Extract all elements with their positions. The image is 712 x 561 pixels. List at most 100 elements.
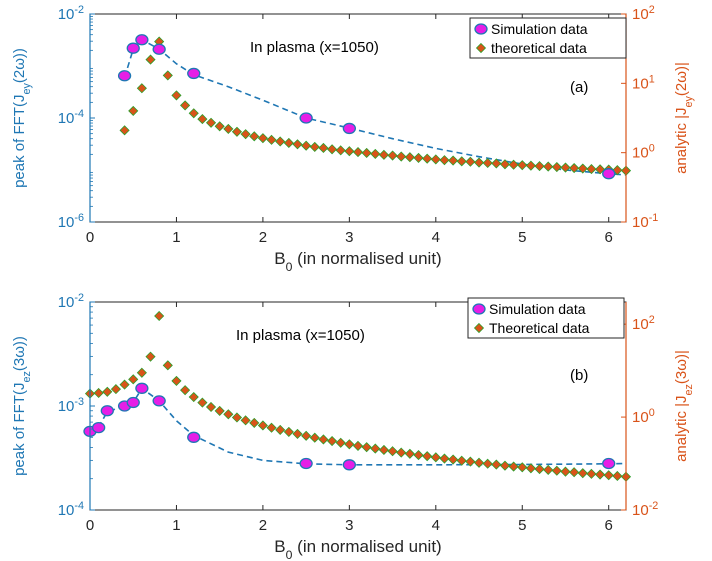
theoretical-point (154, 310, 165, 322)
x-tick-label: 5 (518, 517, 526, 534)
theoretical-point (370, 148, 381, 159)
theoretical-point (378, 444, 390, 456)
x-tick-label: 1 (172, 517, 180, 534)
y-left-tick-label: 10-2 (58, 4, 84, 23)
theoretical-point (525, 463, 536, 474)
theoretical-point (231, 126, 243, 137)
legend-marker-simulation (472, 303, 486, 315)
y-left-tick-label: 10-6 (58, 212, 84, 231)
simulation-markers-b (83, 382, 616, 471)
theoretical-point (344, 439, 355, 450)
theoretical-point (361, 147, 372, 159)
simulation-point (152, 395, 166, 407)
theoretical-point (335, 437, 346, 448)
theoretical-point (266, 134, 277, 145)
theoretical-point (283, 426, 294, 437)
x-tick-label: 2 (259, 517, 267, 534)
theoretical-point (128, 374, 139, 385)
simulation-point (602, 457, 616, 470)
legend-b: Simulation data Theoretical data (467, 297, 625, 339)
theoretical-point (551, 465, 562, 476)
y-right-tick-label: 10-1 (632, 212, 658, 231)
theoretical-point (534, 161, 545, 172)
x-tick-label: 3 (345, 229, 353, 246)
theoretical-point (491, 158, 502, 169)
theoretical-point (171, 90, 182, 101)
theoretical-point (430, 154, 441, 165)
legend-entry: Simulation data (489, 301, 586, 317)
panel-a: 0 1 2 3 4 5 6 B0 (in normalised unit) 10-6 10-4 10… (11, 4, 695, 274)
theoretical-point (404, 448, 415, 459)
theoretical-point (551, 161, 562, 173)
y-right-axis-label: analytic |Jey(2ω)| (673, 62, 695, 174)
theoretical-point (482, 458, 493, 469)
theoretical-point (396, 151, 407, 162)
theoretical-point (517, 462, 528, 473)
theoretical-point (162, 70, 173, 81)
theoretical-point (560, 162, 571, 173)
theoretical-point (543, 161, 554, 172)
simulation-point (126, 42, 140, 54)
x-tick-label: 0 (86, 517, 94, 534)
theoretical-point (448, 454, 459, 465)
theoretical-point (205, 401, 217, 413)
theoretical-point (214, 405, 225, 416)
panel-label-a: (a) (570, 79, 588, 96)
y-left-tick-label: 10-4 (58, 108, 84, 127)
theoretical-point (145, 351, 156, 362)
simulation-point (152, 43, 166, 55)
theoretical-point (257, 133, 268, 144)
y-left-axis-label: peak of FFT(Jey(2ω)) (11, 48, 33, 188)
theoretical-point (309, 432, 320, 443)
theoretical-point (430, 452, 441, 463)
theoretical-point (180, 100, 191, 111)
theoretical-point (499, 460, 511, 471)
theoretical-point (197, 397, 208, 408)
theoretical-point (162, 360, 173, 371)
simulation-point (91, 421, 106, 434)
theoretical-point (413, 152, 424, 163)
theoretical-point (361, 442, 372, 453)
theoretical-point (387, 150, 398, 161)
y-right-tick-label: 100 (632, 143, 655, 162)
theoretical-point (145, 54, 156, 65)
theoretical-point (301, 430, 312, 441)
theoretical-point (275, 424, 286, 435)
theoretical-point (465, 156, 476, 167)
simulation-point (135, 34, 149, 46)
theoretical-point (560, 466, 571, 477)
theoretical-point (594, 469, 606, 480)
simulation-markers-a (117, 34, 616, 180)
x-tick-label: 0 (86, 229, 94, 246)
theoretical-point (240, 129, 251, 140)
theoretical-point (257, 420, 268, 431)
simulation-point (187, 67, 201, 80)
theoretical-point (577, 163, 588, 174)
annotation-b: In plasma (x=1050) (236, 327, 365, 344)
y-left-tick-label: 10-2 (58, 292, 84, 311)
x-tick-label: 2 (259, 229, 267, 246)
x-tick-label: 4 (432, 517, 440, 534)
plot-area-b (89, 301, 627, 511)
legend-a: Simulation data theoretical data (469, 17, 627, 59)
theoretical-point (603, 470, 614, 481)
theoretical-point (309, 141, 320, 152)
x-axis-label: B0 (in normalised unit) (274, 249, 441, 274)
theoretical-point (128, 105, 139, 116)
axes-a: 0 1 2 3 4 5 6 B0 (in normalised unit) 10-6 10-4 10… (11, 4, 695, 274)
theoretical-point (413, 450, 424, 461)
theoretical-point (577, 468, 588, 479)
simulation-point (342, 459, 357, 471)
panel-label-b: (b) (570, 367, 588, 384)
legend-entry: theoretical data (491, 40, 587, 56)
annotation-a: In plasma (x=1050) (250, 39, 379, 56)
theoretical-point (378, 149, 390, 160)
theoretical-point (318, 434, 329, 445)
x-tick-label: 3 (345, 517, 353, 534)
y-left-tick-label: 10-4 (58, 500, 84, 519)
y-right-tick-label: 102 (632, 314, 655, 333)
theoretical-point (344, 146, 355, 157)
theoretical-point (456, 156, 467, 167)
x-tick-label: 6 (605, 229, 613, 246)
theoretical-point (205, 117, 217, 128)
